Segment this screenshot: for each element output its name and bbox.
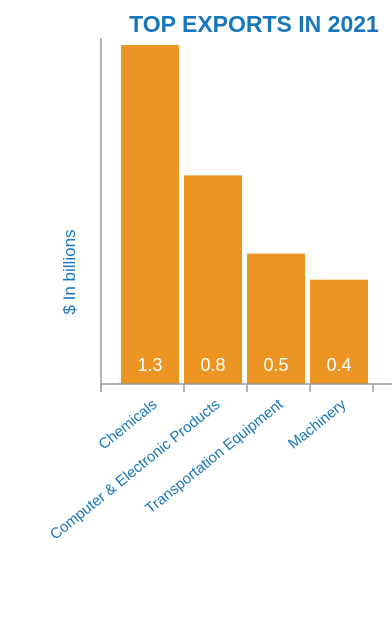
category-label: Chemicals <box>95 396 160 453</box>
y-axis-label: $ In billions <box>60 229 79 314</box>
bars-layer: 1.3 0.8 0.5 0.4 <box>121 45 368 384</box>
bar-3 <box>310 279 368 384</box>
bar-value-label: 1.3 <box>137 355 162 375</box>
bar-value-label: 0.5 <box>263 355 288 375</box>
chart-title: TOP EXPORTS IN 2021 <box>129 11 379 37</box>
bar-0 <box>121 45 179 384</box>
bar-1 <box>184 175 242 384</box>
bar-2 <box>247 253 305 384</box>
category-label: Machinery <box>285 396 350 453</box>
bar-value-label: 0.8 <box>200 355 225 375</box>
bar-value-label: 0.4 <box>326 355 351 375</box>
axis-layer <box>100 38 392 392</box>
